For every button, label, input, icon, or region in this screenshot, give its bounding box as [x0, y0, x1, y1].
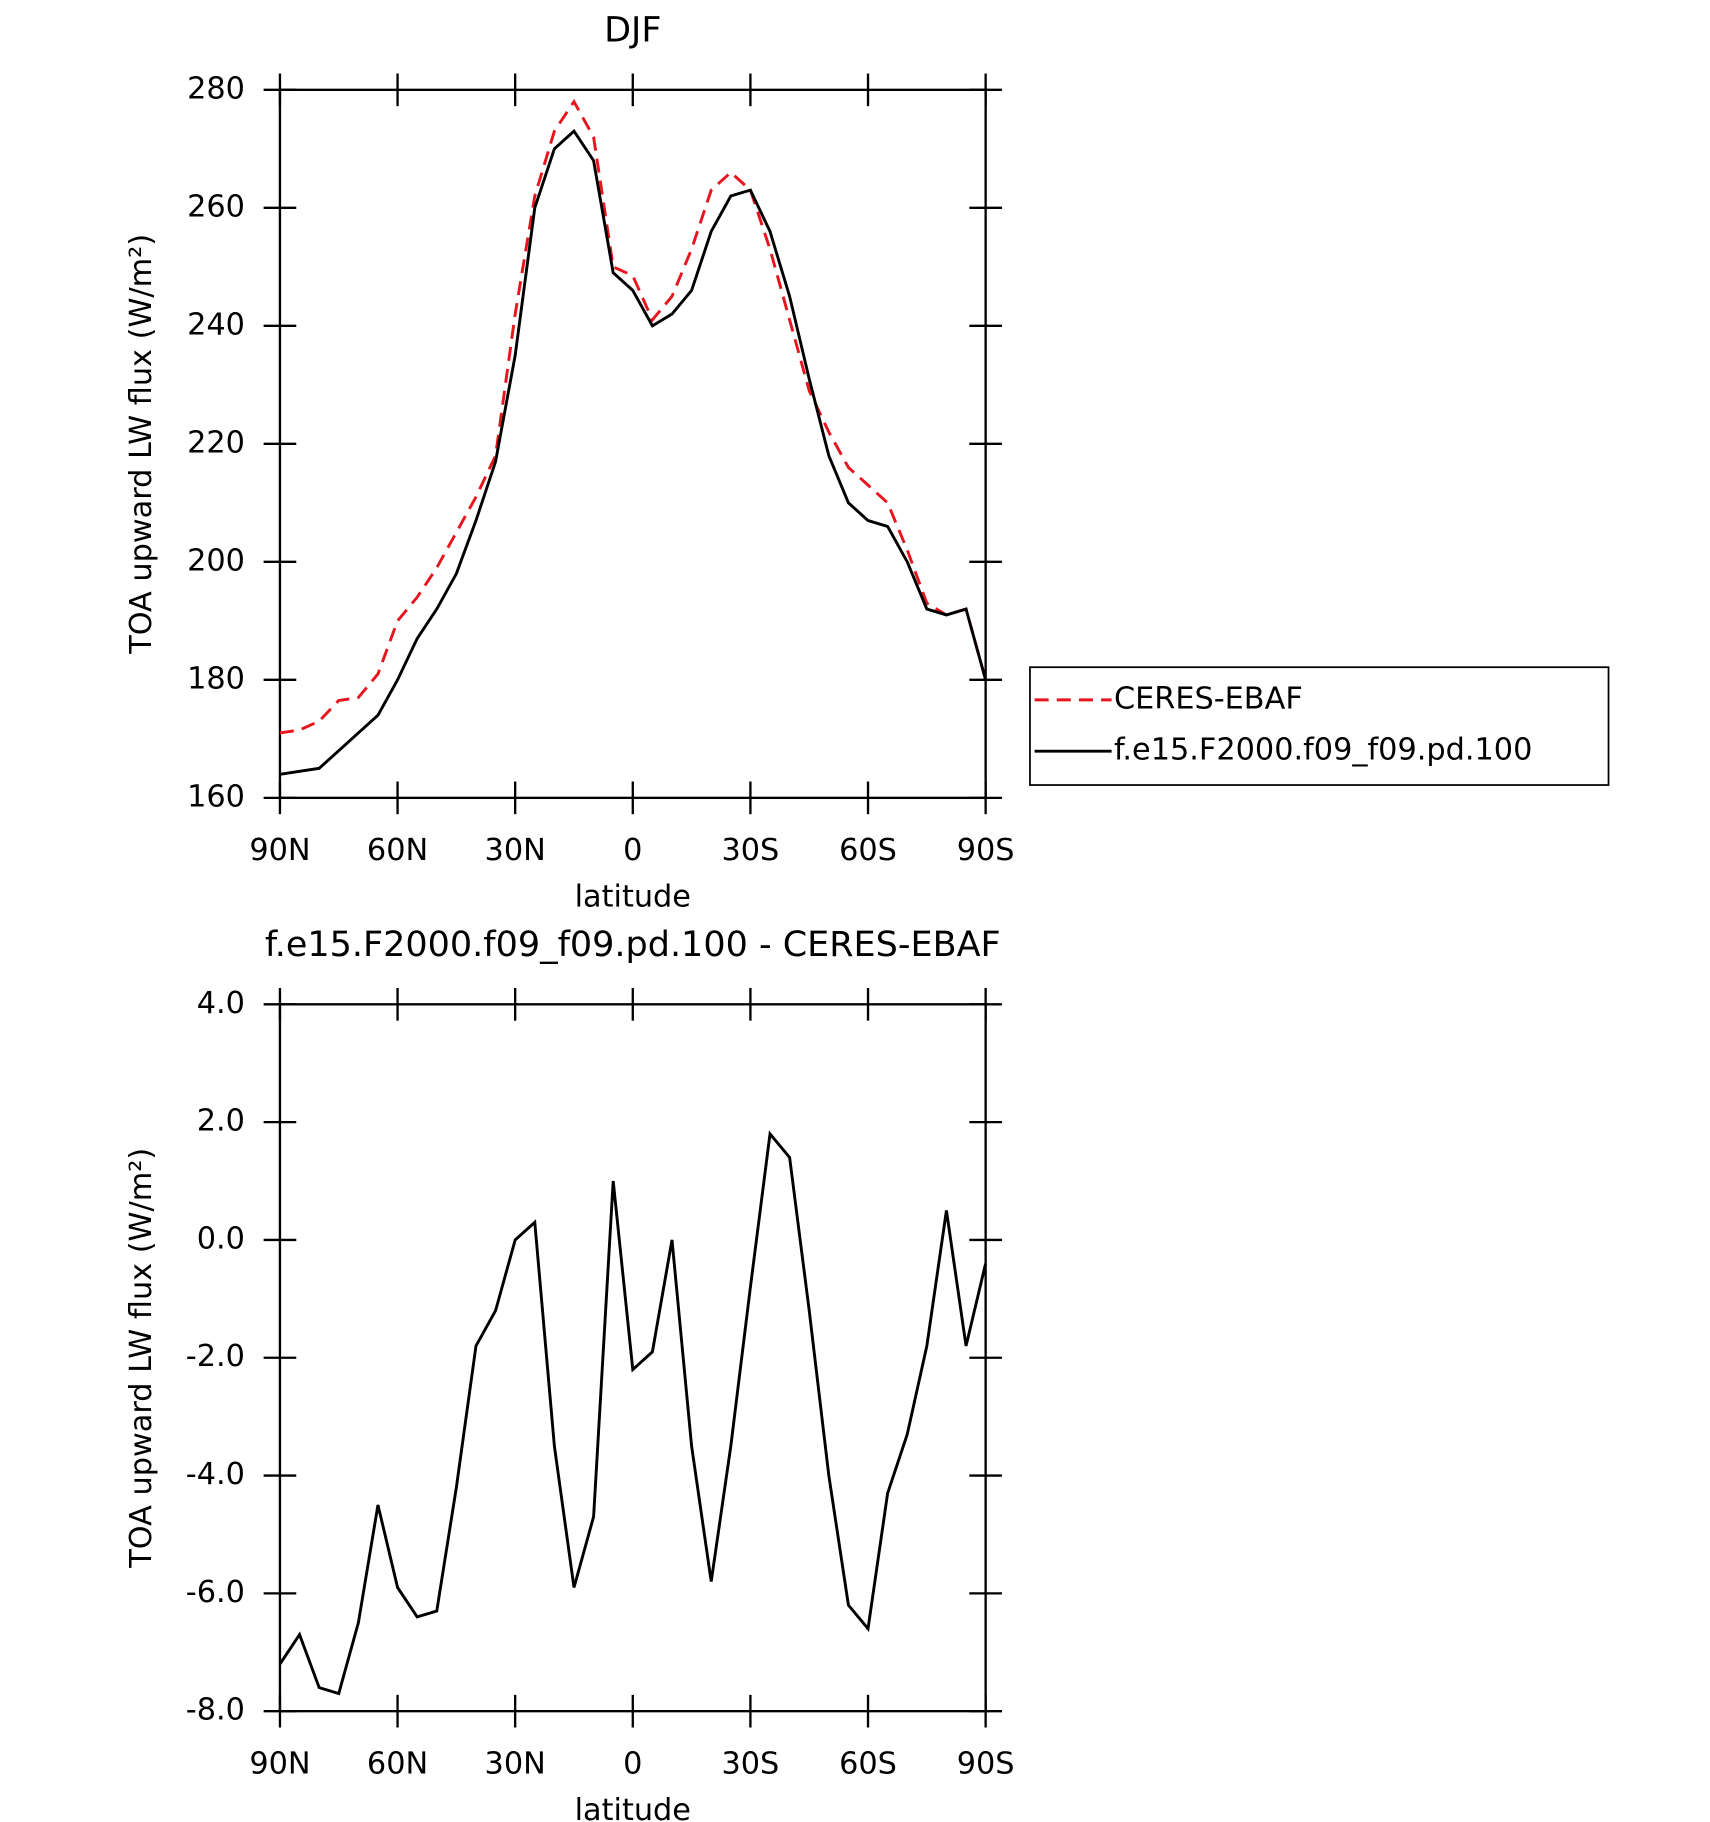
y-tick-label: 260	[187, 189, 245, 224]
y-tick-label: -2.0	[186, 1339, 245, 1374]
x-tick-label: 60S	[839, 1746, 897, 1781]
x-axis-label: latitude	[575, 880, 691, 915]
x-tick-label: 60N	[367, 1746, 428, 1781]
legend-label: CERES-EBAF	[1114, 681, 1303, 716]
y-tick-label: -4.0	[186, 1457, 245, 1492]
x-tick-label: 0	[623, 833, 642, 868]
x-tick-label: 30N	[485, 1746, 546, 1781]
x-axis-label: latitude	[575, 1793, 691, 1822]
y-axis-label: TOA upward LW flux (W/m²)	[124, 1148, 159, 1569]
y-tick-label: 280	[187, 71, 245, 106]
legend-box	[1029, 666, 1610, 786]
data-line	[279, 98, 988, 735]
y-tick-label: -8.0	[186, 1693, 245, 1728]
y-tick-label: 180	[187, 661, 245, 696]
chart-title: DJF	[604, 11, 661, 51]
legend-label: f.e15.F2000.f09_f09.pd.100	[1114, 733, 1532, 768]
plot-frame	[278, 88, 987, 800]
x-tick-label: 90S	[957, 1746, 1015, 1781]
y-tick-label: 220	[187, 425, 245, 460]
y-tick-label: 4.0	[197, 986, 245, 1021]
x-tick-label: 90N	[249, 1746, 310, 1781]
y-tick-label: -6.0	[186, 1575, 245, 1610]
chart-title: f.e15.F2000.f09_f09.pd.100 - CERES-EBAF	[265, 925, 1001, 965]
x-tick-label: 90N	[249, 833, 310, 868]
data-line	[279, 128, 988, 776]
x-tick-label: 90S	[957, 833, 1015, 868]
x-tick-label: 30S	[721, 1746, 779, 1781]
y-tick-label: 240	[187, 307, 245, 342]
y-tick-label: 2.0	[197, 1104, 245, 1139]
y-tick-label: 0.0	[197, 1221, 245, 1256]
y-tick-label: 200	[187, 543, 245, 578]
y-axis-label: TOA upward LW flux (W/m²)	[124, 234, 159, 655]
y-tick-label: 160	[187, 779, 245, 814]
x-tick-label: 30N	[485, 833, 546, 868]
x-tick-label: 60S	[839, 833, 897, 868]
x-tick-label: 30S	[721, 833, 779, 868]
x-tick-label: 0	[623, 1746, 642, 1781]
x-tick-label: 60N	[367, 833, 428, 868]
data-line	[278, 1130, 988, 1696]
